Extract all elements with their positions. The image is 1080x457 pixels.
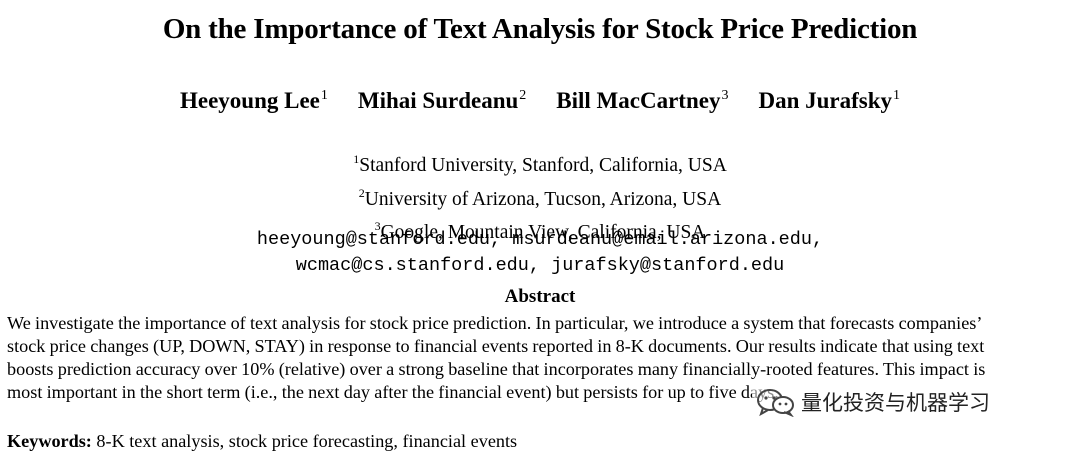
- affil-mark: 2: [358, 185, 365, 200]
- affiliation-arizona: 2University of Arizona, Tucson, Arizona,…: [0, 180, 1080, 214]
- watermark-text: 量化投资与机器学习: [801, 391, 990, 415]
- author-name: Dan Jurafsky: [758, 88, 893, 113]
- author-bill-maccartney: Bill MacCartney3: [556, 88, 728, 114]
- author-affil-mark: 2: [519, 88, 527, 103]
- email-line: wcmac@cs.stanford.edu, jurafsky@stanford…: [295, 255, 785, 276]
- paper-title: On the Importance of Text Analysis for S…: [162, 13, 918, 45]
- affil-text: University of Arizona, Tucson, Arizona, …: [364, 188, 722, 210]
- affiliation-list: 1Stanford University, Stanford, Californ…: [0, 146, 1080, 247]
- affil-text: Stanford University, Stanford, Californi…: [359, 155, 727, 176]
- keywords-text: 8-K text analysis, stock price forecasti…: [96, 431, 518, 451]
- author-affil-mark: 3: [721, 88, 729, 103]
- author-name: Mihai Surdeanu: [357, 88, 519, 113]
- keywords-label: Keywords:: [7, 431, 92, 451]
- abstract-line: stock price changes (UP, DOWN, STAY) in …: [7, 336, 985, 356]
- wechat-icon: [757, 389, 794, 417]
- keywords: Keywords: 8-K text analysis, stock price…: [7, 431, 517, 452]
- author-heeyoung-lee: Heeyoung Lee1: [180, 88, 328, 114]
- email-list: heeyoung@stanford.edu, msurdeanu@email.a…: [0, 227, 1080, 279]
- author-list: Heeyoung Lee1 Mihai Surdeanu2 Bill MacCa…: [0, 88, 1080, 114]
- author-mihai-surdeanu: Mihai Surdeanu2: [358, 88, 526, 114]
- affiliation-google: 3Google, Mountain View, California, USA: [0, 213, 1080, 247]
- abstract-heading: Abstract: [504, 286, 576, 307]
- abstract-line: most important in the short term (i.e., …: [7, 382, 779, 402]
- affiliation-stanford: 1Stanford University, Stanford, Californ…: [0, 146, 1080, 180]
- watermark: 量化投资与机器学习: [752, 387, 992, 417]
- email-line: heeyoung@stanford.edu, msurdeanu@email.a…: [256, 229, 824, 250]
- author-affil-mark: 1: [893, 88, 901, 103]
- abstract-line: boosts prediction accuracy over 10% (rel…: [7, 359, 986, 379]
- affil-mark: 1: [353, 152, 360, 166]
- author-name: Heeyoung Lee: [179, 88, 320, 113]
- abstract-line: We investigate the importance of text an…: [7, 313, 983, 333]
- abstract-body: We investigate the importance of text an…: [7, 312, 1073, 404]
- author-affil-mark: 1: [320, 88, 328, 103]
- author-name: Bill MacCartney: [556, 88, 721, 113]
- affil-mark: 3: [374, 219, 381, 233]
- affil-text: Google, Mountain View, California, USA: [380, 222, 706, 243]
- author-dan-jurafsky: Dan Jurafsky1: [758, 88, 900, 114]
